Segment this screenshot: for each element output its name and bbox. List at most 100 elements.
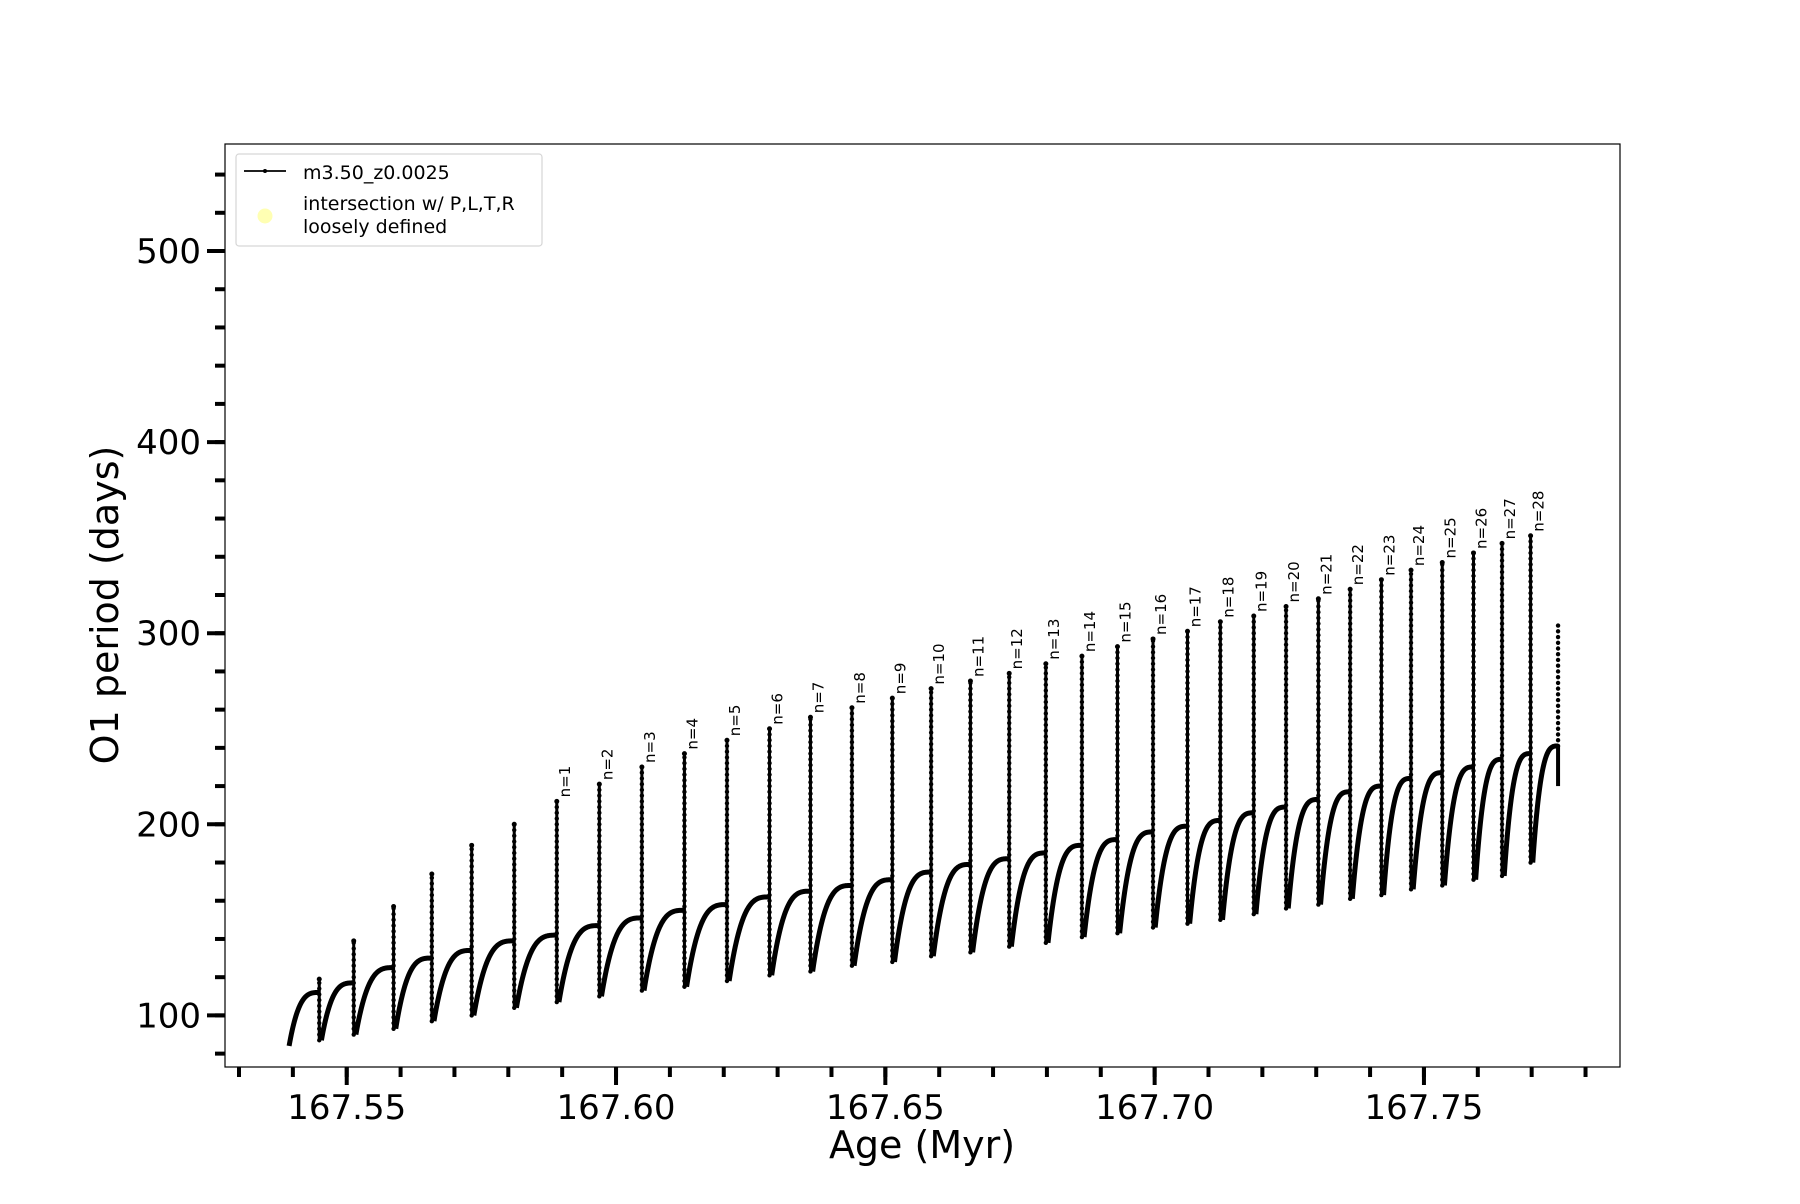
series-point xyxy=(1043,722,1049,728)
series-point xyxy=(1115,759,1120,764)
series-point xyxy=(724,938,730,944)
series-point xyxy=(1007,703,1012,709)
series-point xyxy=(1007,898,1012,903)
series-point xyxy=(391,997,396,1003)
series-point xyxy=(1408,623,1414,628)
series-point xyxy=(1150,827,1156,833)
series-point xyxy=(1471,780,1476,785)
series-point xyxy=(1440,631,1445,636)
series-point xyxy=(1043,699,1049,705)
series-point xyxy=(1283,820,1289,825)
series-point xyxy=(391,957,396,963)
series-point xyxy=(1316,793,1321,798)
series-point xyxy=(1218,825,1223,831)
series-point xyxy=(724,955,730,961)
series-point xyxy=(767,812,772,817)
series-point xyxy=(890,759,895,764)
series-point xyxy=(724,846,730,852)
series-point xyxy=(767,818,772,823)
series-point xyxy=(968,875,973,881)
series-point xyxy=(968,755,973,760)
series-point xyxy=(1528,820,1533,825)
series-point xyxy=(968,864,973,869)
series-point xyxy=(1408,846,1414,852)
series-point xyxy=(1079,694,1085,699)
spike-peak-point xyxy=(429,871,435,877)
series-point xyxy=(682,801,687,806)
series-point xyxy=(1283,866,1289,871)
series-point xyxy=(1007,720,1012,726)
cycle-label: n=2 xyxy=(598,749,616,781)
series-point xyxy=(849,871,855,877)
series-point xyxy=(351,986,356,991)
series-point xyxy=(1150,793,1156,798)
series-point xyxy=(1283,745,1289,751)
series-point xyxy=(1079,745,1085,751)
series-point xyxy=(1528,579,1533,584)
series-point xyxy=(890,850,895,856)
series-point xyxy=(1218,631,1223,636)
series-point xyxy=(597,787,602,793)
series-point xyxy=(1007,921,1012,926)
series-point xyxy=(554,976,559,982)
series-point xyxy=(1528,539,1533,544)
series-point xyxy=(1499,564,1505,569)
series-point xyxy=(1440,745,1445,751)
series-point xyxy=(554,988,559,993)
series-point xyxy=(682,875,687,881)
series-point xyxy=(1079,785,1085,791)
series-point xyxy=(1218,682,1223,688)
series-point xyxy=(1251,797,1256,802)
series-point xyxy=(1115,747,1120,752)
series-point xyxy=(1218,802,1223,808)
series-point xyxy=(1115,890,1120,896)
series-point xyxy=(724,915,730,921)
series-point xyxy=(849,774,855,779)
series-point xyxy=(724,910,730,915)
series-point xyxy=(1499,627,1505,632)
series-point xyxy=(1347,862,1353,867)
series-point xyxy=(928,724,934,730)
series-point xyxy=(808,802,813,808)
series-point xyxy=(808,745,813,751)
spike-peak-point xyxy=(1184,628,1190,634)
series-point xyxy=(808,848,813,854)
series-point xyxy=(1408,629,1414,634)
series-point xyxy=(1379,663,1384,668)
series-point xyxy=(1043,866,1049,871)
series-point xyxy=(1043,797,1049,802)
series-point xyxy=(391,923,396,928)
series-point xyxy=(554,965,559,970)
series-point xyxy=(1316,753,1321,758)
series-point xyxy=(1043,802,1049,808)
series-point xyxy=(1043,877,1049,882)
series-point xyxy=(351,997,356,1003)
series-point xyxy=(1528,780,1533,785)
series-point xyxy=(1555,686,1561,691)
series-point xyxy=(1115,776,1120,781)
series-point xyxy=(808,774,813,779)
series-point xyxy=(1079,900,1085,905)
series-point xyxy=(928,931,934,936)
series-point xyxy=(1316,781,1321,787)
series-point xyxy=(928,759,934,764)
series-point xyxy=(928,839,934,844)
series-point xyxy=(1251,802,1256,808)
series-point xyxy=(1007,841,1012,846)
series-point xyxy=(682,829,687,835)
series-point xyxy=(890,793,895,798)
series-point xyxy=(808,934,813,940)
series-point xyxy=(808,757,813,762)
series-point xyxy=(928,925,934,930)
series-point xyxy=(1150,770,1156,775)
series-point xyxy=(928,833,934,838)
series-point xyxy=(1440,791,1445,796)
series-point xyxy=(429,898,435,903)
series-point xyxy=(597,959,602,965)
series-point xyxy=(1408,657,1414,663)
series-point xyxy=(682,955,687,961)
series-point xyxy=(1251,866,1256,871)
series-point xyxy=(1528,648,1533,653)
series-point xyxy=(1316,810,1321,816)
series-point xyxy=(1079,722,1085,728)
